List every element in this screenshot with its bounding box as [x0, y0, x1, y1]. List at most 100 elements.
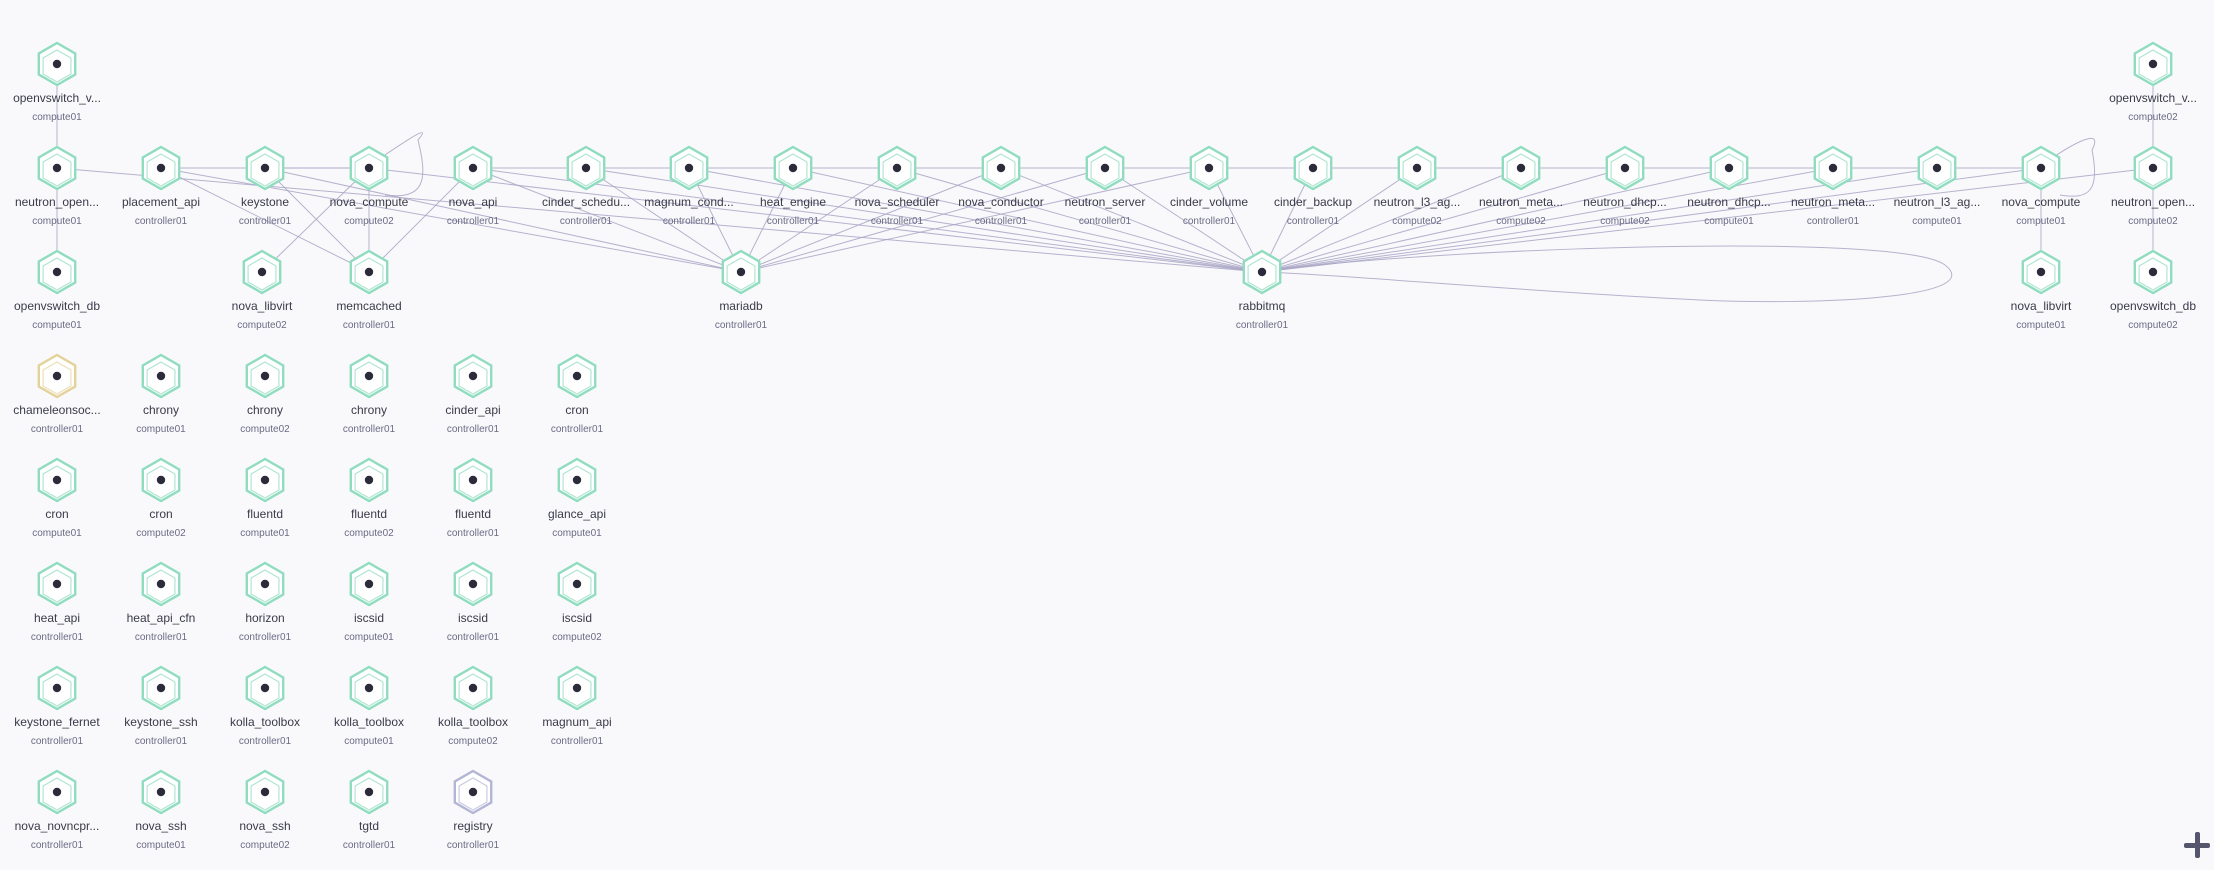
- node-kolla_toolbox_ctl[interactable]: kolla_toolbox controller01: [230, 665, 300, 747]
- node-neutron_l3_c1[interactable]: neutron_l3_ag... compute01: [1894, 145, 1981, 227]
- node-host: controller01: [551, 736, 604, 747]
- node-cron_c2[interactable]: cron compute02: [136, 457, 186, 539]
- node-host: controller01: [239, 216, 292, 227]
- node-name: mariadb: [719, 299, 763, 313]
- edge-nova_compute_c1-rabbitmq: [1261, 167, 2042, 273]
- node-cron_c1[interactable]: cron compute01: [32, 457, 82, 539]
- node-chameleon[interactable]: chameleonsoc... controller01: [13, 353, 101, 435]
- node-host: compute02: [2128, 112, 2178, 123]
- node-fluentd_c2[interactable]: fluentd compute02: [344, 457, 394, 539]
- node-cinder_volume[interactable]: cinder_volume controller01: [1170, 145, 1248, 227]
- node-host: compute01: [1704, 216, 1754, 227]
- node-glance_api[interactable]: glance_api compute01: [548, 457, 606, 539]
- node-ovs_db_c2[interactable]: openvswitch_db compute02: [2110, 249, 2196, 331]
- node-nova_compute_c1[interactable]: nova_compute compute01: [2002, 145, 2081, 227]
- node-neutron_dhcp_c1[interactable]: neutron_dhcp... compute01: [1687, 145, 1771, 227]
- node-neutron_dhcp_c2[interactable]: neutron_dhcp... compute02: [1583, 145, 1667, 227]
- node-neutron_open_c1[interactable]: neutron_open... compute01: [15, 145, 99, 227]
- node-dot-icon: [260, 475, 270, 485]
- node-name: cron: [149, 507, 172, 521]
- node-dot-icon: [1516, 163, 1526, 173]
- node-nova_scheduler[interactable]: nova_scheduler controller01: [855, 145, 940, 227]
- node-name: openvswitch_db: [14, 299, 100, 313]
- node-host: controller01: [551, 424, 604, 435]
- node-neutron_meta_c2[interactable]: neutron_meta... compute02: [1479, 145, 1563, 227]
- node-dot-icon: [2036, 267, 2046, 277]
- node-tgtd[interactable]: tgtd controller01: [343, 769, 396, 851]
- node-cron_ctl[interactable]: cron controller01: [551, 353, 604, 435]
- zoom-in-button[interactable]: [2180, 828, 2214, 862]
- node-host: compute02: [448, 736, 498, 747]
- node-cinder_backup[interactable]: cinder_backup controller01: [1274, 145, 1352, 227]
- node-dot-icon: [1828, 163, 1838, 173]
- node-fluentd_c1[interactable]: fluentd compute01: [240, 457, 290, 539]
- node-chrony_ctl[interactable]: chrony controller01: [343, 353, 396, 435]
- node-heat_engine[interactable]: heat_engine controller01: [760, 145, 826, 227]
- node-nova_ssh_c2[interactable]: nova_ssh compute02: [239, 769, 291, 851]
- node-chrony_c2[interactable]: chrony compute02: [240, 353, 290, 435]
- node-memcached[interactable]: memcached controller01: [336, 249, 402, 331]
- hexagon-inner-ring: [882, 153, 912, 187]
- node-neutron_meta_ctl[interactable]: neutron_meta... controller01: [1791, 145, 1875, 227]
- node-keystone_ssh[interactable]: keystone_ssh controller01: [124, 665, 198, 747]
- node-rabbitmq[interactable]: rabbitmq controller01: [1236, 249, 1289, 331]
- node-neutron_server[interactable]: neutron_server controller01: [1065, 145, 1146, 227]
- node-iscsid_c2[interactable]: iscsid compute02: [552, 561, 602, 643]
- node-fluentd_ctl[interactable]: fluentd controller01: [447, 457, 500, 539]
- node-name: kolla_toolbox: [230, 715, 300, 729]
- node-keystone_fernet[interactable]: keystone_fernet controller01: [14, 665, 100, 747]
- node-heat_api[interactable]: heat_api controller01: [31, 561, 84, 643]
- node-nova_novncproxy[interactable]: nova_novncpr... controller01: [15, 769, 100, 851]
- node-chrony_c1[interactable]: chrony compute01: [136, 353, 186, 435]
- node-cinder_scheduler[interactable]: cinder_schedu... controller01: [542, 145, 630, 227]
- node-kolla_toolbox_c2[interactable]: kolla_toolbox compute02: [438, 665, 508, 747]
- node-nova_conductor[interactable]: nova_conductor controller01: [958, 145, 1044, 227]
- edge-nova_scheduler-mariadb: [740, 167, 898, 273]
- hexagon-inner-ring: [986, 153, 1016, 187]
- node-nova_ssh_c1[interactable]: nova_ssh compute01: [135, 769, 187, 851]
- node-name: nova_compute: [2002, 195, 2081, 209]
- node-name: glance_api: [548, 507, 606, 521]
- node-ovs_db_c1[interactable]: openvswitch_db compute01: [14, 249, 100, 331]
- node-nova_libvirt_c2[interactable]: nova_libvirt compute02: [232, 249, 293, 331]
- node-name: fluentd: [455, 507, 491, 521]
- node-host: compute02: [344, 216, 394, 227]
- node-cinder_api[interactable]: cinder_api controller01: [445, 353, 501, 435]
- node-magnum_conductor[interactable]: magnum_cond... controller01: [644, 145, 734, 227]
- node-keystone[interactable]: keystone controller01: [239, 145, 292, 227]
- node-dot-icon: [364, 267, 374, 277]
- node-dot-icon: [156, 163, 166, 173]
- edge-neutron_server-mariadb: [740, 167, 1106, 273]
- node-name: chrony: [351, 403, 387, 417]
- node-nova_api[interactable]: nova_api controller01: [447, 145, 500, 227]
- node-nova_libvirt_c1[interactable]: nova_libvirt compute01: [2011, 249, 2072, 331]
- node-mariadb[interactable]: mariadb controller01: [715, 249, 768, 331]
- hexagon-inner-ring: [146, 777, 176, 811]
- node-dot-icon: [156, 371, 166, 381]
- node-nova_compute_c2[interactable]: nova_compute compute02: [330, 145, 409, 227]
- node-horizon[interactable]: horizon controller01: [239, 561, 292, 643]
- hexagon-inner-ring: [562, 673, 592, 707]
- hexagon-inner-ring: [726, 257, 756, 291]
- node-registry[interactable]: registry controller01: [447, 769, 500, 851]
- node-layer: openvswitch_v...compute01 openvswitch_v..…: [13, 41, 2197, 851]
- node-dot-icon: [364, 579, 374, 589]
- node-dot-icon: [156, 475, 166, 485]
- node-heat_api_cfn[interactable]: heat_api_cfn controller01: [127, 561, 196, 643]
- edge-nova_api-memcached: [368, 167, 474, 273]
- node-magnum_api[interactable]: magnum_api controller01: [542, 665, 612, 747]
- node-neutron_l3_c2[interactable]: neutron_l3_ag... compute02: [1374, 145, 1461, 227]
- edge-neutron_open_c2-rabbitmq: [1261, 167, 2154, 273]
- node-iscsid_c1[interactable]: iscsid compute01: [344, 561, 394, 643]
- node-iscsid_ctl[interactable]: iscsid controller01: [447, 561, 500, 643]
- node-name: chrony: [247, 403, 283, 417]
- node-kolla_toolbox_c1[interactable]: kolla_toolbox compute01: [334, 665, 404, 747]
- node-dot-icon: [364, 787, 374, 797]
- node-name: nova_ssh: [135, 819, 186, 833]
- node-ovs_vs_c1[interactable]: openvswitch_v... compute01: [13, 41, 101, 123]
- hexagon-inner-ring: [458, 673, 488, 707]
- node-ovs_vs_c2[interactable]: openvswitch_v... compute02: [2109, 41, 2197, 123]
- node-neutron_open_c2[interactable]: neutron_open... compute02: [2111, 145, 2195, 227]
- node-placement_api[interactable]: placement_api controller01: [122, 145, 200, 227]
